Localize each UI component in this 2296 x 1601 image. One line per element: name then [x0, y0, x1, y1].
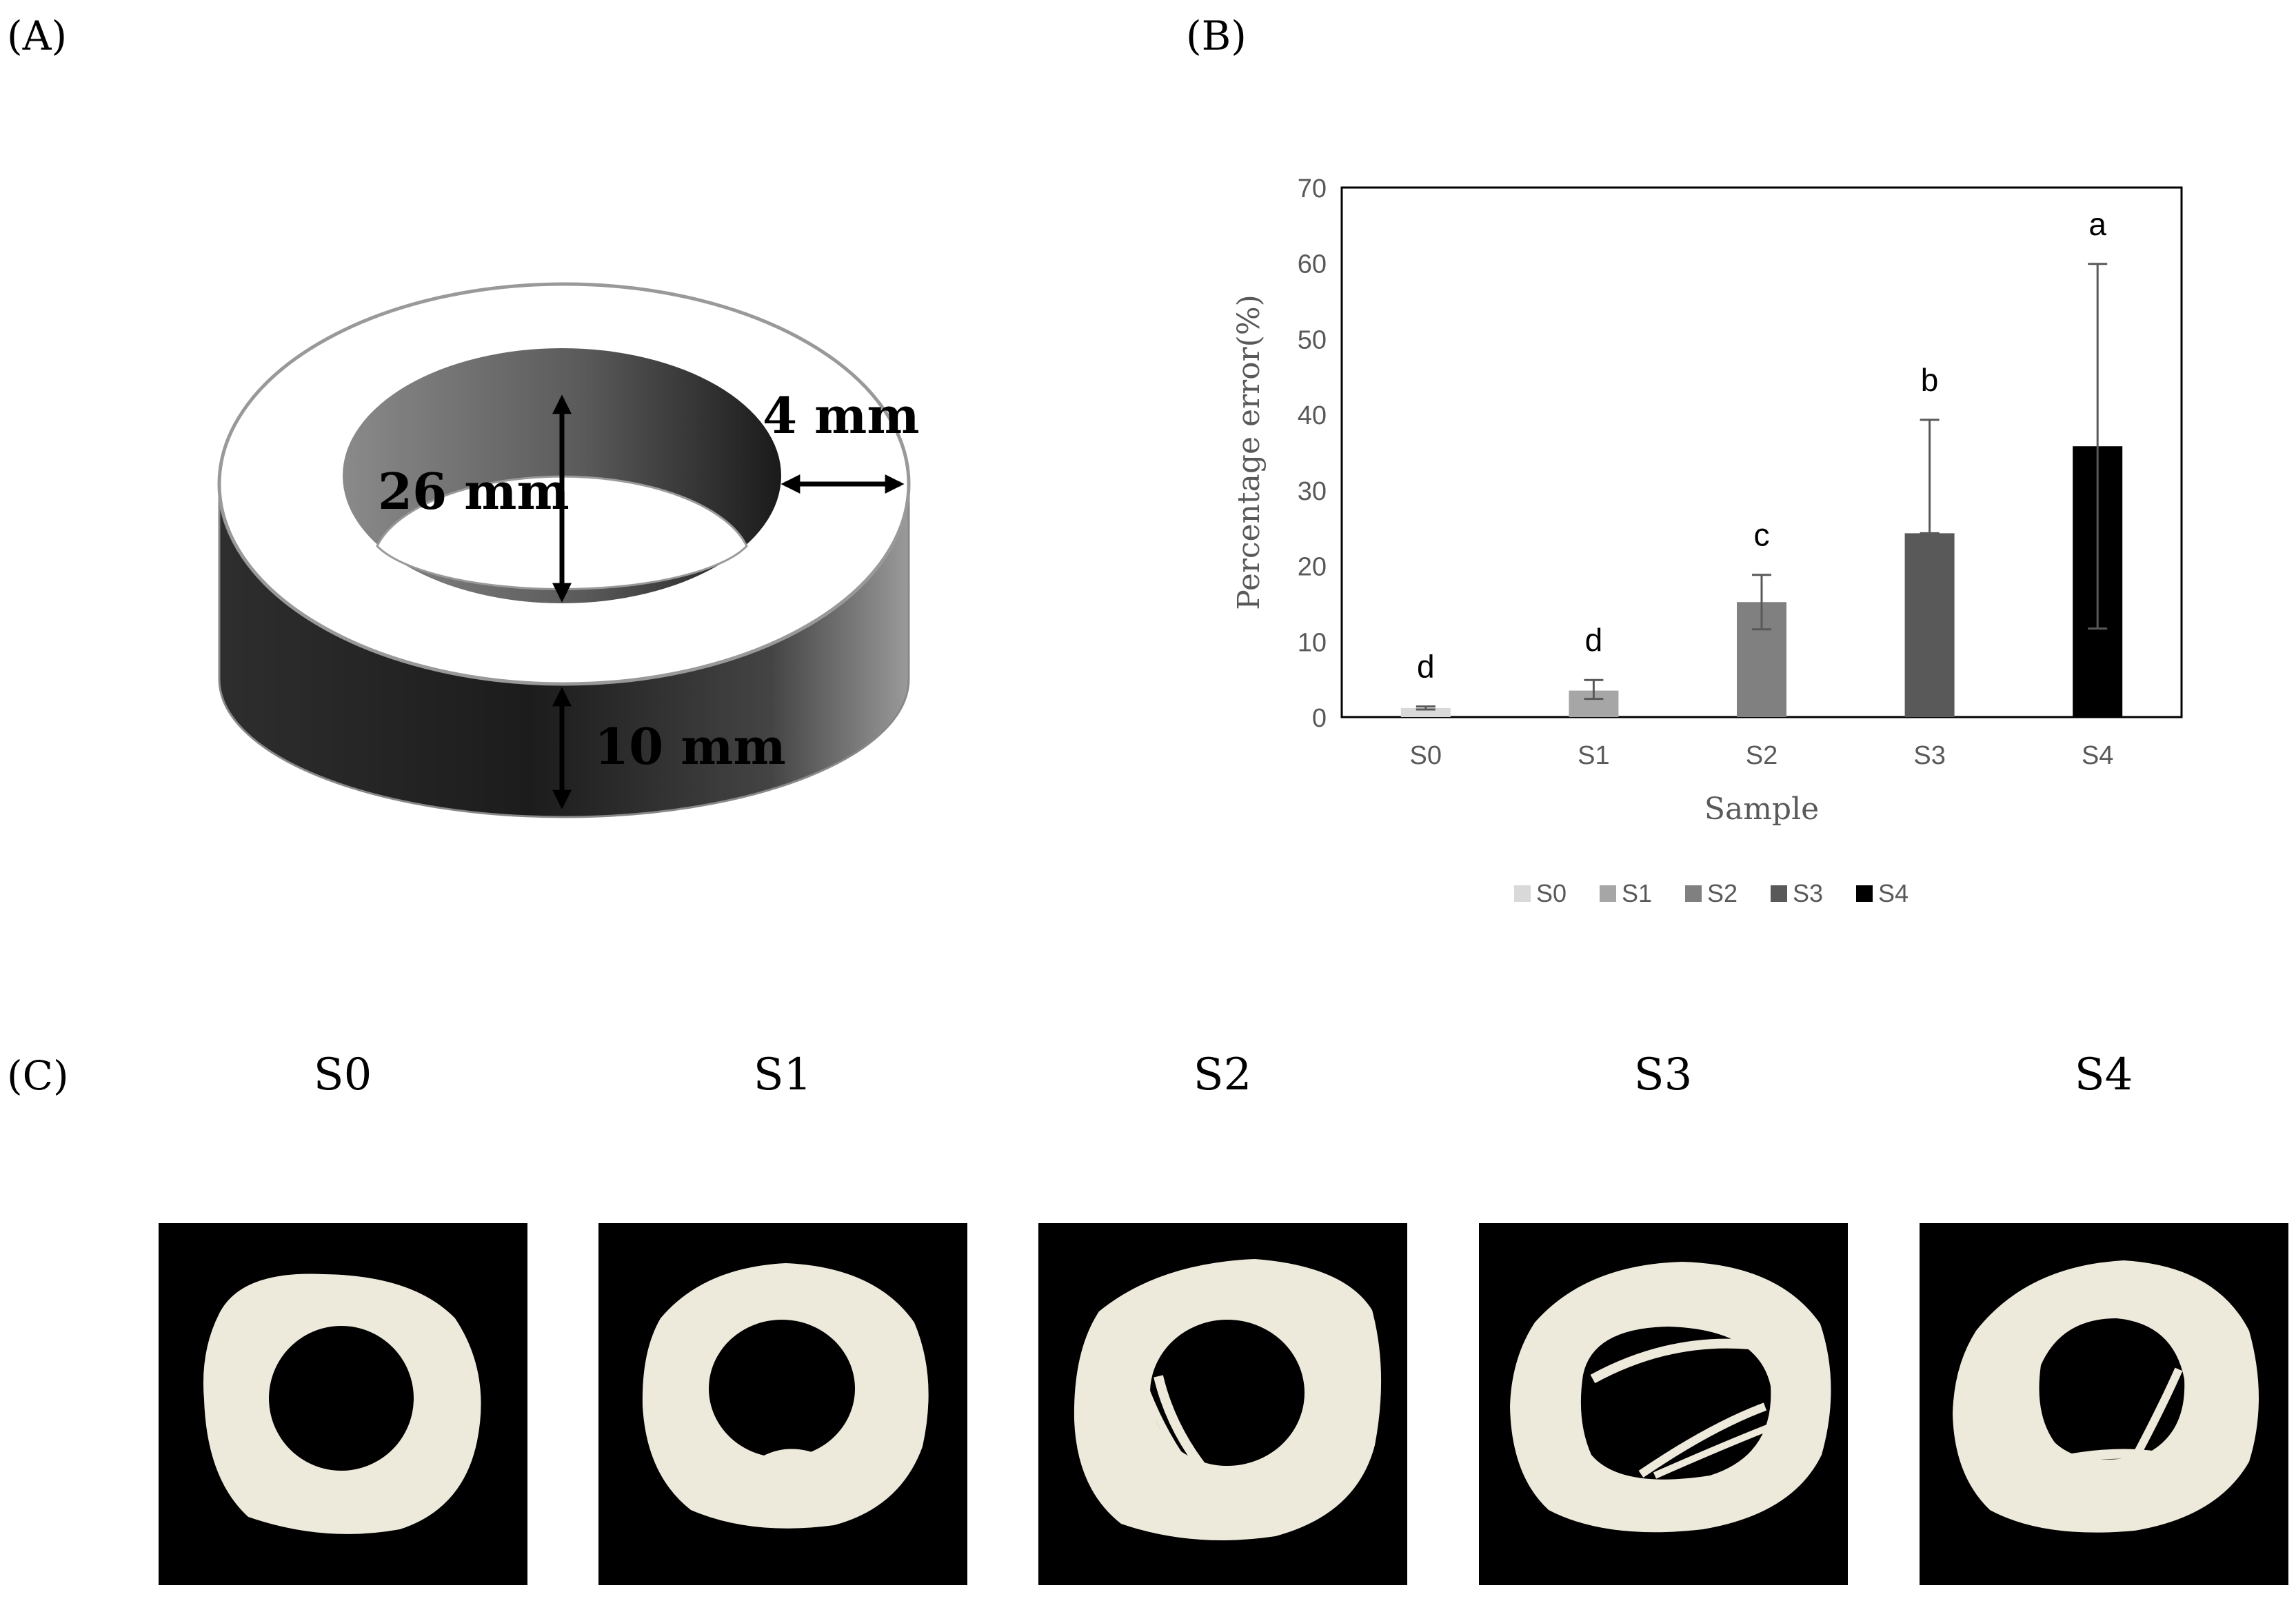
photo-s3-strand-2: [1638, 1402, 1767, 1478]
y-tick-label-40: 40: [1298, 401, 1327, 430]
photo-label-s2: S2: [1194, 1049, 1252, 1100]
photo-label-s1: S1: [754, 1049, 812, 1100]
legend-label-s0: S0: [1536, 879, 1567, 907]
x-tick-label-s3: S3: [1913, 741, 1945, 770]
legend-label-s3: S3: [1793, 879, 1823, 907]
bar-chart: 0 10 20 30 40 50 60 70 d d c b a S0 S1 S2 S3 S4 Percent…: [1231, 174, 2183, 907]
x-tick-label-s1: S1: [1578, 741, 1609, 770]
legend-swatch-s1: [1600, 885, 1616, 902]
legend-swatch-s3: [1771, 885, 1787, 902]
photo-label-s4: S4: [2075, 1049, 2133, 1100]
wall-thickness-label: 4 mm: [763, 386, 920, 445]
panel-label-b: (B): [1186, 12, 1247, 59]
photo-s0: [159, 1223, 527, 1585]
photo-s2-strand-1: [1154, 1375, 1218, 1484]
inner-diameter-label: 26 mm: [378, 462, 570, 521]
error-bars: [1416, 263, 2108, 711]
y-tick-label-50: 50: [1298, 325, 1327, 354]
photo-s4-strand-1: [2060, 1449, 2173, 1465]
photo-label-s3: S3: [1634, 1049, 1693, 1100]
significance-letter-s1: d: [1585, 622, 1603, 658]
legend-swatch-s0: [1514, 885, 1531, 902]
photo-s1-strand: [754, 1449, 823, 1469]
panel-label-a: (A): [7, 12, 67, 59]
legend-label-s1: S1: [1622, 879, 1652, 907]
x-axis-ticks: S0 S1 S2 S3 S4: [1410, 741, 2114, 770]
legend-swatch-s4: [1856, 885, 1873, 902]
photo-s2-ring: [1074, 1259, 1382, 1540]
significance-letter-s3: b: [1921, 362, 1939, 398]
photo-s4-ring: [1953, 1260, 2259, 1533]
photo-s3-strand-1: [1590, 1338, 1751, 1384]
photo-s3: [1479, 1223, 1848, 1585]
x-tick-label-s4: S4: [2082, 741, 2113, 770]
photo-labels: S0 S1 S2 S3 S4: [314, 1049, 2133, 1100]
bars: [1400, 446, 2123, 717]
x-tick-label-s2: S2: [1746, 741, 1778, 770]
y-tick-label-20: 20: [1298, 553, 1327, 582]
photo-s2-strand-2: [1141, 1384, 1202, 1485]
legend-label-s2: S2: [1707, 879, 1738, 907]
x-tick-label-s0: S0: [1410, 741, 1442, 770]
chart-legend: S0 S1 S2 S3 S4: [1514, 879, 1909, 907]
significance-letter-s4: a: [2088, 206, 2106, 242]
bar-s0: [1400, 707, 1451, 717]
ring-diagram: 26 mm 4 mm 10 mm: [217, 282, 920, 818]
legend-swatch-s2: [1685, 885, 1702, 902]
y-tick-label-70: 70: [1298, 174, 1327, 203]
x-axis-label: Sample: [1704, 792, 1819, 827]
significance-letters: d d c b a: [1417, 206, 2106, 685]
significance-letter-s2: c: [1754, 517, 1770, 553]
photo-s2: [1038, 1223, 1407, 1585]
photo-s3-ring: [1510, 1262, 1831, 1533]
y-axis-label: Percentage error(%): [1231, 294, 1267, 610]
legend-label-s4: S4: [1878, 879, 1909, 907]
y-axis-ticks: 0 10 20 30 40 50 60 70: [1298, 174, 1327, 733]
significance-letter-s0: d: [1417, 649, 1435, 685]
y-tick-label-0: 0: [1312, 704, 1327, 733]
height-label: 10 mm: [594, 717, 786, 776]
photo-s3-strand-3: [1653, 1424, 1771, 1479]
photo-s4-strand-2: [2133, 1367, 2183, 1456]
photo-s4: [1920, 1223, 2288, 1585]
bar-s3: [1904, 533, 1955, 717]
photo-s0-ring: [203, 1273, 481, 1534]
photos: [159, 1223, 2288, 1585]
panel-label-c: (C): [7, 1052, 69, 1099]
y-tick-label-30: 30: [1298, 477, 1327, 506]
photo-label-s0: S0: [314, 1049, 372, 1100]
photo-s1-ring: [642, 1263, 929, 1529]
photo-s1: [598, 1223, 967, 1585]
y-tick-label-10: 10: [1298, 628, 1327, 657]
y-tick-label-60: 60: [1298, 250, 1327, 279]
